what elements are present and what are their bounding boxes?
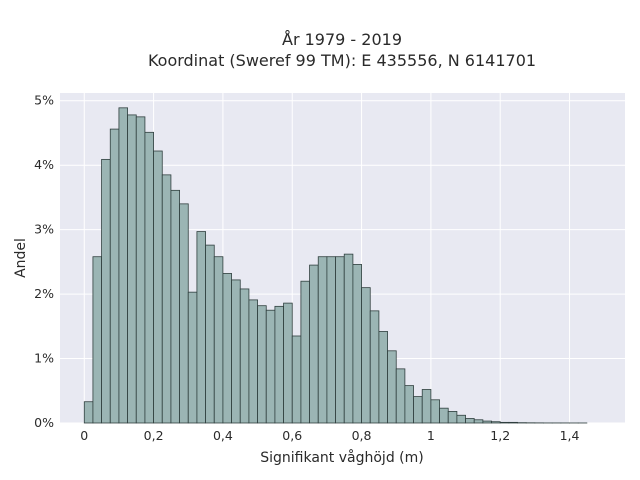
histogram-bar	[239, 288, 250, 424]
histogram-bar	[205, 244, 215, 424]
histogram-bar	[430, 399, 440, 424]
y-tick-label: 1%	[34, 351, 54, 366]
histogram-bar	[144, 131, 154, 424]
histogram-bar	[335, 256, 345, 424]
y-tick-label: 5%	[34, 93, 54, 108]
chart-title-line-2: Koordinat (Sweref 99 TM): E 435556, N 61…	[148, 51, 536, 70]
y-tick-label: 3%	[34, 222, 54, 237]
histogram-bar	[508, 421, 518, 424]
histogram-bar	[421, 389, 432, 424]
x-tick-label: 0,4	[213, 428, 233, 443]
histogram-bar	[231, 279, 241, 424]
histogram-bar	[352, 264, 362, 424]
histogram-bars	[83, 107, 588, 424]
histogram-bar	[291, 335, 302, 424]
histogram-bar	[101, 158, 111, 424]
histogram-bar	[395, 368, 406, 424]
histogram-bar	[343, 253, 354, 424]
histogram-bar	[491, 421, 501, 424]
histogram-bar	[153, 150, 163, 424]
histogram-bar	[369, 310, 380, 424]
histogram-bar	[413, 396, 423, 424]
x-tick-label: 0,6	[282, 428, 302, 443]
y-tick-label: 0%	[34, 415, 54, 430]
histogram-bar	[309, 264, 319, 424]
histogram-bar	[179, 203, 189, 424]
x-tick-label: 1,4	[560, 428, 580, 443]
histogram-bar	[127, 114, 137, 424]
x-tick-label: 1	[427, 428, 435, 443]
x-tick-label: 0	[80, 428, 88, 443]
y-axis-label: Andel	[13, 238, 29, 278]
x-tick-label: 0,2	[144, 428, 164, 443]
y-tick-label: 2%	[34, 286, 54, 301]
histogram-bar	[499, 421, 510, 424]
histogram-bar	[222, 273, 232, 424]
histogram-bar	[361, 287, 371, 424]
histogram-bar	[257, 305, 267, 424]
x-axis-label: Signifikant våghöjd (m)	[260, 449, 423, 466]
histogram-bar	[248, 299, 258, 424]
chart-title-line-1: År 1979 - 2019	[282, 30, 402, 49]
histogram-bar	[378, 331, 388, 424]
histogram-bar	[300, 280, 310, 424]
histogram-bar	[135, 116, 146, 424]
histogram-bar	[83, 401, 94, 424]
y-axis-ticks: 0% 1% 2% 3% 4% 5%	[34, 93, 54, 430]
histogram-bar	[187, 291, 198, 424]
histogram-bar	[118, 107, 128, 424]
histogram-bar	[92, 256, 102, 424]
x-tick-label: 0,8	[352, 428, 372, 443]
histogram-bar	[482, 420, 492, 424]
x-tick-label: 1,2	[490, 428, 510, 443]
histogram-bar	[196, 231, 206, 424]
y-tick-label: 4%	[34, 157, 54, 172]
histogram-bar	[213, 256, 224, 424]
histogram-bar	[326, 256, 336, 424]
histogram-bar	[439, 407, 449, 424]
histogram-bar	[447, 410, 458, 424]
histogram-bar	[387, 350, 397, 424]
histogram-bar	[109, 128, 120, 424]
histogram-bar	[265, 309, 276, 424]
histogram-bar	[161, 174, 172, 424]
histogram-bar	[456, 414, 466, 424]
histogram-bar	[404, 385, 414, 424]
histogram-bar	[317, 256, 328, 424]
histogram-bar	[274, 305, 284, 424]
histogram-bar	[473, 419, 484, 424]
histogram-bar	[283, 302, 293, 424]
x-axis-ticks: 0 0,2 0,4 0,6 0,8 1 1,2 1,4	[80, 428, 579, 443]
histogram-bar	[170, 189, 180, 424]
histogram-bar	[465, 418, 475, 424]
